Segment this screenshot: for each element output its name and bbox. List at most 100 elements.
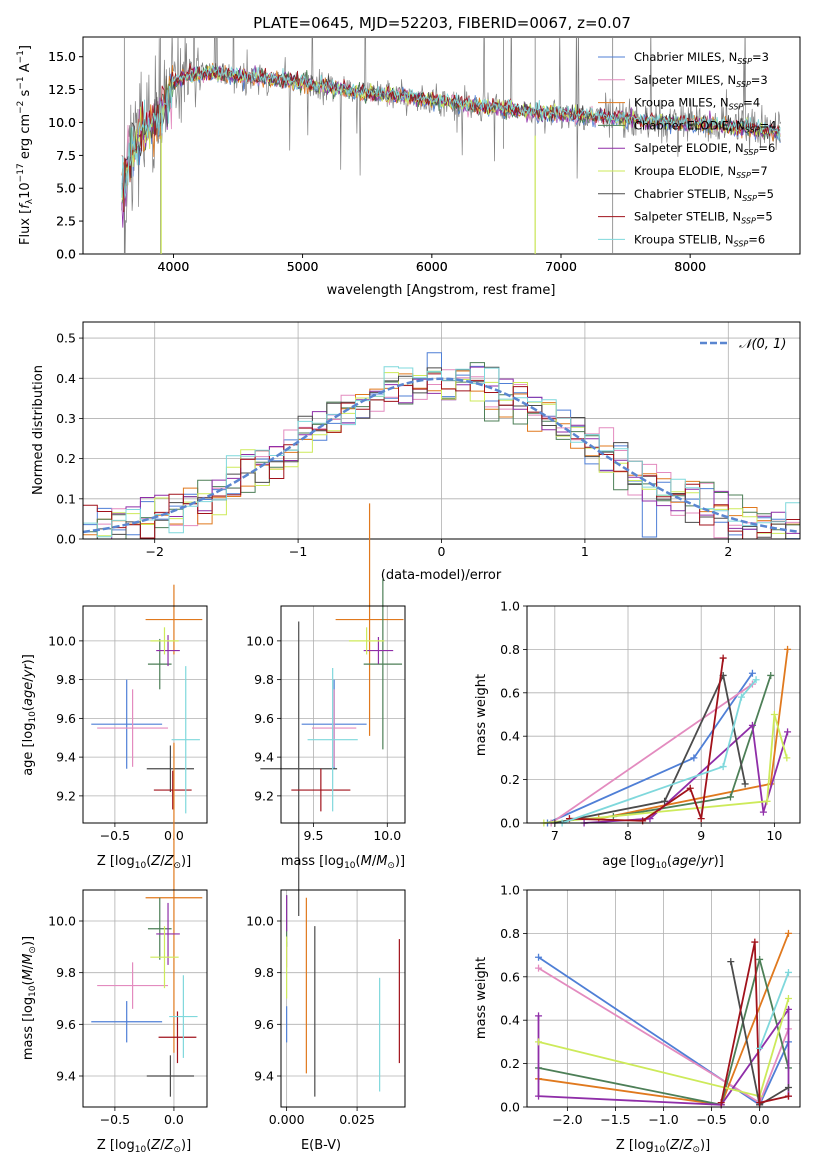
y-tick-label: 10.0 <box>246 633 274 648</box>
y-tick-label: 12.5 <box>48 82 76 97</box>
y-tick-label: 0.0 <box>56 247 76 262</box>
weight-marker-7 <box>751 938 759 946</box>
x-tick-label: −1.0 <box>648 1112 678 1127</box>
y-tick-label: 5.0 <box>56 181 76 196</box>
x-tick-label: 0.000 <box>269 1112 305 1127</box>
y-tick-label: 0.4 <box>56 371 76 386</box>
weight-marker-7 <box>756 1099 764 1107</box>
w-age-y-label: mass weight <box>474 674 489 756</box>
legend-label-6: Chabrier STELIB, NSSP=5 <box>634 187 774 203</box>
x-tick-label: 0.0 <box>164 1112 184 1127</box>
spectrum-x-label: wavelength [Angstrom, rest frame] <box>327 283 556 298</box>
mass-Z-x-label: Z [log10(Z/Z⊙)] <box>97 1138 191 1155</box>
y-tick-label: 1.0 <box>500 883 520 898</box>
y-tick-label: 10.0 <box>48 115 76 130</box>
y-tick-label: 0.2 <box>500 1056 520 1071</box>
panel-frame <box>526 889 801 1108</box>
x-tick-label: 8 <box>624 828 632 843</box>
weight-marker-6 <box>727 958 735 966</box>
weight-marker-8 <box>752 676 760 684</box>
y-tick-label: 9.6 <box>56 711 76 726</box>
weight-marker-4 <box>535 1012 543 1020</box>
y-tick-label: 9.8 <box>254 672 274 687</box>
y-tick-label: 7.5 <box>56 148 76 163</box>
y-tick-label: 0.6 <box>500 685 520 700</box>
panel-axes: −2.0 −1.5 −1.0 −0.5 0.0 0.0 0.2 0.4 0.6 0.8 1.0 <box>500 883 800 1127</box>
weight-line-8 <box>758 972 790 1049</box>
weight-marker-7 <box>717 1099 725 1107</box>
x-tick-label: 2 <box>724 544 732 559</box>
panel-frame <box>82 889 208 1108</box>
age-vs-Z-panel: −0.5 0.09.29.49.69.810.0 <box>48 584 208 843</box>
weight-marker-1 <box>535 964 543 972</box>
y-tick-label: 15.0 <box>48 49 76 64</box>
weight-line-1 <box>550 683 753 824</box>
weight-marker-4 <box>759 808 767 816</box>
weight-marker-4 <box>748 721 756 729</box>
y-tick-label: 0.8 <box>500 926 520 941</box>
y-tick-label: 9.2 <box>254 788 274 803</box>
panel-axes: 0.000 0.025 9.4 9.6 9.8 10.0 <box>246 890 405 1127</box>
y-tick-label: 15.0 <box>48 49 76 64</box>
legend-label-0: Chabrier MILES, NSSP=3 <box>634 50 769 66</box>
weight-marker-4 <box>784 728 792 736</box>
x-tick-label: 7 <box>551 828 559 843</box>
y-tick-label: 10.0 <box>48 633 76 648</box>
x-tick-label: −1.5 <box>600 1112 630 1127</box>
normal-curve <box>82 377 801 534</box>
weight-marker-6 <box>661 797 669 805</box>
y-tick-label: 0.6 <box>500 969 520 984</box>
panel-frame <box>280 889 406 1108</box>
y-tick-label: 1.0 <box>500 599 520 614</box>
weight-line-3 <box>538 955 790 1106</box>
x-tick-label: 4000 <box>158 259 190 274</box>
weight-marker-7 <box>686 784 694 792</box>
mass-vs-ebv-panel: 0.000 0.025 9.4 9.6 9.8 10.0 <box>246 889 406 1127</box>
spectrum-title: PLATE=0645, MJD=52203, FIBERID=0067, z=0… <box>253 14 631 32</box>
y-tick-label: 2.5 <box>56 214 76 229</box>
x-tick-label: 10.0 <box>373 828 401 843</box>
x-tick-label: 6000 <box>416 259 448 274</box>
weight-marker-0 <box>690 754 698 762</box>
mass-vs-Z-panel: −0.5 0.0 9.4 9.6 9.8 10.0 <box>48 742 208 1127</box>
x-tick-label: −2.0 <box>552 1112 582 1127</box>
residual-histograms <box>82 352 801 540</box>
age-mass-x-label: mass [log10(M/M⊙)] <box>281 854 405 871</box>
residual-x-label: (data-model)/error <box>381 568 502 583</box>
x-tick-label: −0.5 <box>100 828 130 843</box>
y-tick-label: 0.4 <box>500 729 520 744</box>
y-tick-label: 0.8 <box>500 642 520 657</box>
x-tick-label: 5000 <box>287 259 319 274</box>
spectrum-series-group <box>121 37 781 254</box>
legend-label-3: Chabrier ELODIE, NSSP=4 <box>634 118 776 134</box>
weight-marker-3 <box>726 793 734 801</box>
weight-marker-0 <box>535 953 543 961</box>
weight-marker-5 <box>784 995 792 1002</box>
legend-label-7: Salpeter STELIB, NSSP=5 <box>634 210 773 226</box>
spectrum-y-ticks: 4000 5000 6000 7000 8000 0.0 2.5 5.0 7.5 10.0 12.5… <box>48 49 706 274</box>
x-tick-label: 10 <box>766 828 782 843</box>
weight-marker-7 <box>697 815 705 823</box>
y-tick-label: 0.0 <box>500 816 520 831</box>
legend-label-8: Kroupa STELIB, NSSP=6 <box>634 232 765 248</box>
age-vs-mass-panel: 9.5 10.0 9.2 9.4 9.6 9.8 10.0 <box>246 503 406 916</box>
x-tick-label: −0.5 <box>696 1112 726 1127</box>
spectrum-y-label: Flux [fλ10−17 erg cm−2 s−1 A−1] <box>16 45 35 245</box>
legend-label-4: Salpeter ELODIE, NSSP=6 <box>634 141 775 157</box>
y-tick-label: 9.6 <box>56 1017 76 1032</box>
x-tick-label: 9.5 <box>304 828 324 843</box>
weight-marker-2 <box>784 929 792 937</box>
mass-weight-vs-Z-panel: −2.0 −1.5 −1.0 −0.5 0.0 0.0 0.2 0.4 0.6 0.8 1.0 <box>500 883 801 1127</box>
spectrum-panel: 4000 5000 6000 7000 8000 0.0 2.5 5.0 7.5 10.0 12.5… <box>16 36 801 298</box>
y-tick-label: 7.5 <box>56 148 76 163</box>
spectrum-plot-area <box>82 36 801 255</box>
weight-marker-7 <box>784 1092 792 1100</box>
y-tick-label: 0.0 <box>56 532 76 547</box>
weight-marker-5 <box>763 797 771 805</box>
y-tick-label: 9.6 <box>254 711 274 726</box>
w-age-x-label: age [log10(age/yr)] <box>602 854 724 871</box>
y-tick-label: 9.6 <box>254 1017 274 1032</box>
y-tick-label: 9.8 <box>56 965 76 980</box>
